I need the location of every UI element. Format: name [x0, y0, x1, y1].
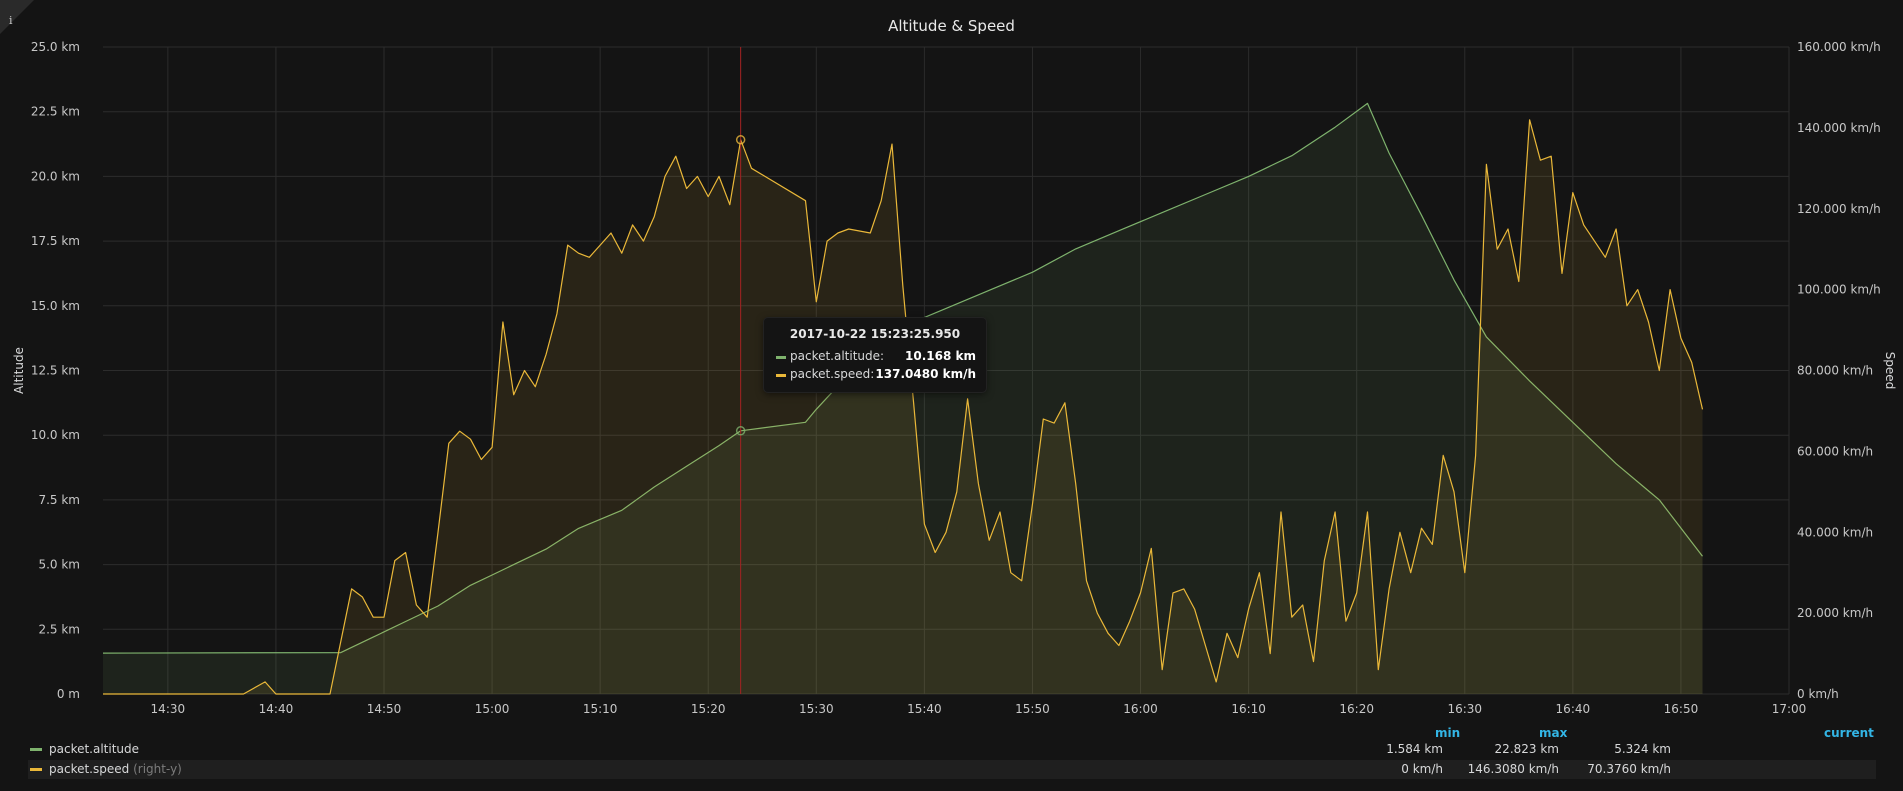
legend-series-name[interactable]: packet.altitude: [49, 742, 140, 756]
legend-current: 5.324 km: [1614, 742, 1671, 756]
hover-tooltip: 2017-10-22 15:23:25.950 packet.altitude:…: [764, 318, 986, 392]
tooltip-row-altitude: packet.altitude: 10.168 km: [776, 349, 976, 365]
y-left-tick-label: 25.0 km: [31, 40, 80, 54]
x-tick-label: 15:50: [1015, 702, 1050, 716]
tooltip-row-speed: packet.speed: 137.0480 km/h: [776, 367, 976, 383]
y-left-tick-label: 20.0 km: [31, 169, 80, 183]
y-right-tick-label: 20.000 km/h: [1797, 606, 1873, 620]
x-tick-label: 16:30: [1447, 702, 1482, 716]
y-right-tick-label: 60.000 km/h: [1797, 444, 1873, 458]
series-line-packet-speed[interactable]: [103, 119, 1704, 695]
series-line-packet-altitude[interactable]: [102, 102, 1703, 654]
y-left-tick-label: 0 m: [57, 687, 80, 701]
panel-title[interactable]: Altitude & Speed: [888, 17, 1015, 35]
y-right-tick-label: 120.000 km/h: [1797, 202, 1881, 216]
x-tick-label: 15:30: [799, 702, 834, 716]
x-tick-label: 14:50: [367, 702, 402, 716]
legend-min: 0 km/h: [1401, 762, 1443, 776]
y-right-tick-label: 0 km/h: [1797, 687, 1839, 701]
x-tick-label: 15:00: [475, 702, 510, 716]
x-tick-label: 16:10: [1231, 702, 1266, 716]
legend-row-speed[interactable]: packet.speed (right-y) 0 km/h 146.3080 k…: [28, 760, 1876, 779]
y-left-tick-label: 10.0 km: [31, 428, 80, 442]
hover-point-marker: [735, 135, 746, 145]
legend-min: 1.584 km: [1386, 742, 1443, 756]
altitude-line-icon[interactable]: [30, 748, 42, 751]
x-tick-label: 16:50: [1664, 702, 1699, 716]
legend-max: 146.3080 km/h: [1467, 762, 1559, 776]
legend-max: 22.823 km: [1494, 742, 1559, 756]
y-right-tick-label: 100.000 km/h: [1797, 283, 1881, 297]
tooltip-series-name: packet.altitude:: [790, 349, 885, 363]
x-tick-label: 16:40: [1556, 702, 1591, 716]
x-tick-label: 15:20: [691, 702, 726, 716]
x-tick-label: 16:20: [1339, 702, 1374, 716]
panel-info-corner[interactable]: [0, 0, 34, 34]
series-area-packet-speed: [103, 119, 1703, 695]
y-right-axis-label: Speed: [1883, 352, 1897, 390]
speed-line-icon[interactable]: [30, 768, 42, 771]
y-right-tick-label: 160.000 km/h: [1797, 40, 1881, 54]
speed-swatch-icon: [776, 374, 786, 377]
x-tick-label: 14:40: [259, 702, 294, 716]
hover-point-marker: [735, 426, 746, 436]
x-tick-label: 14:30: [151, 702, 186, 716]
legend-header-min[interactable]: min: [1435, 726, 1461, 740]
y-left-tick-label: 17.5 km: [31, 234, 80, 248]
tooltip-series-value: 137.0480 km/h: [875, 367, 976, 381]
legend-header-current[interactable]: current: [1824, 726, 1874, 740]
y-left-tick-label: 5.0 km: [38, 558, 80, 572]
legend-current: 70.3760 km/h: [1587, 762, 1671, 776]
legend-row-altitude[interactable]: packet.altitude 1.584 km 22.823 km 5.324…: [28, 738, 1876, 760]
x-tick-label: 16:00: [1123, 702, 1158, 716]
y-right-tick-label: 140.000 km/h: [1797, 121, 1881, 135]
tooltip-time: 2017-10-22 15:23:25.950: [789, 327, 961, 341]
tooltip-series-value: 10.168 km: [905, 349, 976, 363]
legend-header-max[interactable]: max: [1539, 726, 1568, 740]
chart-area[interactable]: 0 m 2.5 km 5.0 km 7.5 km 10.0 km 12.5 km 15.0 …: [0, 0, 1903, 720]
x-tick-label: 17:00: [1772, 702, 1807, 716]
y-left-tick-label: 15.0 km: [31, 299, 80, 313]
series-area-packet-altitude: [103, 103, 1703, 694]
y-right-tick-label: 40.000 km/h: [1797, 525, 1873, 539]
info-icon[interactable]: i: [9, 14, 13, 27]
y-left-tick-label: 22.5 km: [31, 105, 80, 119]
tooltip-series-name: packet.speed:: [790, 367, 875, 381]
y-left-tick-label: 12.5 km: [31, 364, 80, 378]
y-left-tick-label: 7.5 km: [38, 493, 80, 507]
legend-series-name[interactable]: packet.speed (right-y): [49, 762, 182, 776]
y-right-tick-label: 80.000 km/h: [1797, 364, 1873, 378]
y-left-tick-label: 2.5 km: [38, 622, 80, 636]
x-tick-label: 15:40: [907, 702, 942, 716]
x-tick-label: 15:10: [583, 702, 618, 716]
altitude-swatch-icon: [776, 356, 786, 359]
y-left-axis-label: Altitude: [12, 347, 26, 394]
